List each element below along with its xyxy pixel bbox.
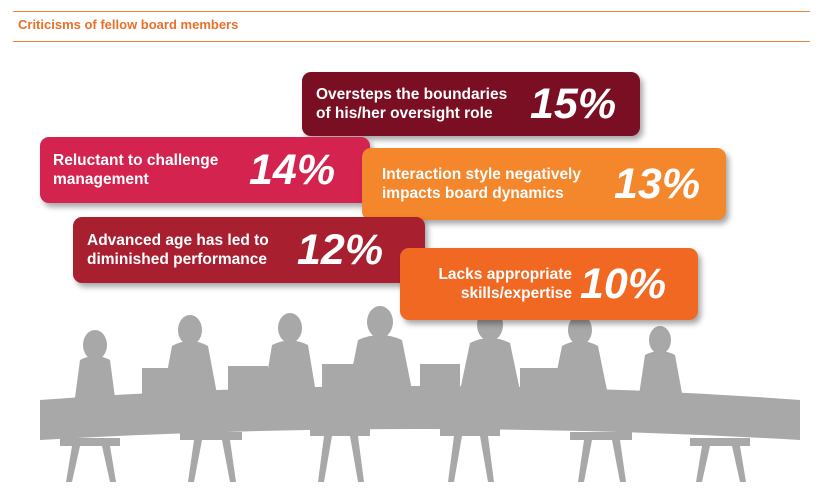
header-bottom-rule [13,41,810,42]
criticism-label: Reluctant to challenge management [53,152,219,188]
criticism-bubble-reluctant: Reluctant to challenge management 14% [40,137,370,203]
criticism-percent: 12% [297,225,384,274]
criticism-percent: 10% [580,259,667,308]
criticism-bubble-skills: Lacks appropriate skills/expertise 10% [400,248,698,320]
header-top-rule [13,11,810,12]
criticism-label: Advanced age has led to diminished perfo… [87,232,269,268]
page-title: Criticisms of fellow board members [18,17,239,32]
criticism-label: Oversteps the boundaries of his/her over… [316,86,508,122]
criticism-bubble-age: Advanced age has led to diminished perfo… [73,217,425,283]
criticism-label: Lacks appropriate skills/expertise [438,266,572,302]
criticism-bubble-interaction: Interaction style negatively impacts boa… [362,148,726,220]
criticism-percent: 13% [614,159,701,208]
criticism-bubble-oversteps: Oversteps the boundaries of his/her over… [302,72,640,136]
criticism-label: Interaction style negatively impacts boa… [382,166,581,202]
criticism-percent: 14% [249,145,336,194]
criticism-percent: 15% [530,79,617,128]
